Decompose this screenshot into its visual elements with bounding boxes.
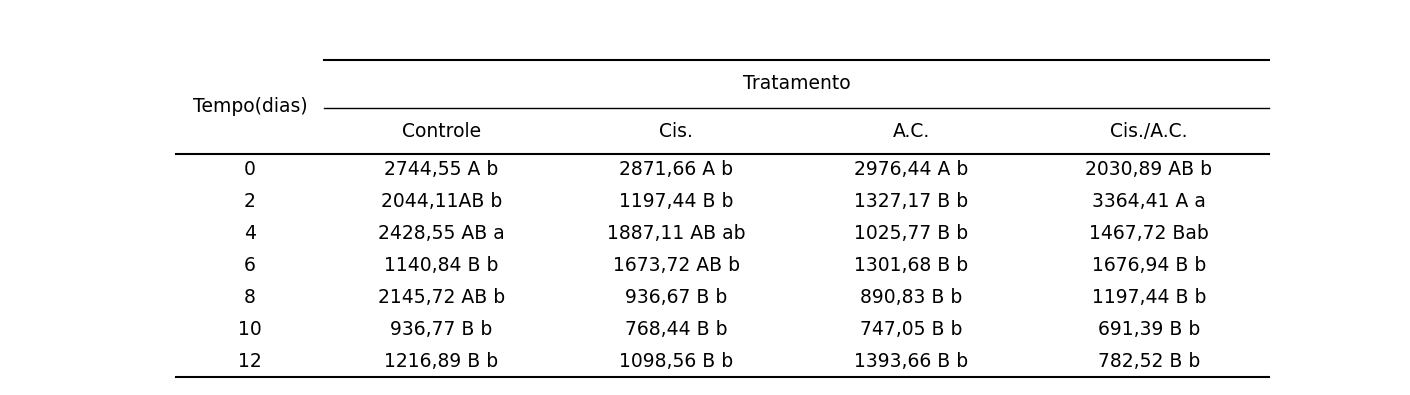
Text: Cis./A.C.: Cis./A.C. xyxy=(1110,122,1187,141)
Text: Controle: Controle xyxy=(402,122,481,141)
Text: 936,77 B b: 936,77 B b xyxy=(391,320,492,339)
Text: 12: 12 xyxy=(238,352,262,371)
Text: 768,44 B b: 768,44 B b xyxy=(625,320,728,339)
Text: Cis.: Cis. xyxy=(660,122,694,141)
Text: 4: 4 xyxy=(244,224,257,243)
Text: 2871,66 A b: 2871,66 A b xyxy=(619,160,733,179)
Text: 8: 8 xyxy=(244,288,257,307)
Text: 782,52 B b: 782,52 B b xyxy=(1097,352,1200,371)
Text: 691,39 B b: 691,39 B b xyxy=(1097,320,1200,339)
Text: 1673,72 AB b: 1673,72 AB b xyxy=(613,256,740,275)
Text: 6: 6 xyxy=(244,256,257,275)
Text: 2744,55 A b: 2744,55 A b xyxy=(384,160,498,179)
Text: 0: 0 xyxy=(244,160,257,179)
Text: 1025,77 B b: 1025,77 B b xyxy=(854,224,969,243)
Text: 1197,44 B b: 1197,44 B b xyxy=(1091,288,1206,307)
Text: 1467,72 Bab: 1467,72 Bab xyxy=(1089,224,1208,243)
Text: 1887,11 AB ab: 1887,11 AB ab xyxy=(606,224,746,243)
Text: 1197,44 B b: 1197,44 B b xyxy=(619,192,733,211)
Text: Tratamento: Tratamento xyxy=(743,74,850,93)
Text: 936,67 B b: 936,67 B b xyxy=(625,288,728,307)
Text: 2030,89 AB b: 2030,89 AB b xyxy=(1086,160,1213,179)
Text: 890,83 B b: 890,83 B b xyxy=(860,288,962,307)
Text: 10: 10 xyxy=(238,320,262,339)
Text: 1216,89 B b: 1216,89 B b xyxy=(384,352,498,371)
Text: 747,05 B b: 747,05 B b xyxy=(860,320,962,339)
Text: 1676,94 B b: 1676,94 B b xyxy=(1091,256,1206,275)
Text: A.C.: A.C. xyxy=(893,122,929,141)
Text: 3364,41 A a: 3364,41 A a xyxy=(1091,192,1206,211)
Text: Tempo(dias): Tempo(dias) xyxy=(193,97,307,116)
Text: 2428,55 AB a: 2428,55 AB a xyxy=(378,224,505,243)
Text: 2976,44 A b: 2976,44 A b xyxy=(854,160,969,179)
Text: 1327,17 B b: 1327,17 B b xyxy=(854,192,969,211)
Text: 2: 2 xyxy=(244,192,257,211)
Text: 1301,68 B b: 1301,68 B b xyxy=(854,256,969,275)
Text: 1140,84 B b: 1140,84 B b xyxy=(384,256,498,275)
Text: 1393,66 B b: 1393,66 B b xyxy=(854,352,969,371)
Text: 2145,72 AB b: 2145,72 AB b xyxy=(378,288,505,307)
Text: 1098,56 B b: 1098,56 B b xyxy=(619,352,733,371)
Text: 2044,11AB b: 2044,11AB b xyxy=(381,192,502,211)
